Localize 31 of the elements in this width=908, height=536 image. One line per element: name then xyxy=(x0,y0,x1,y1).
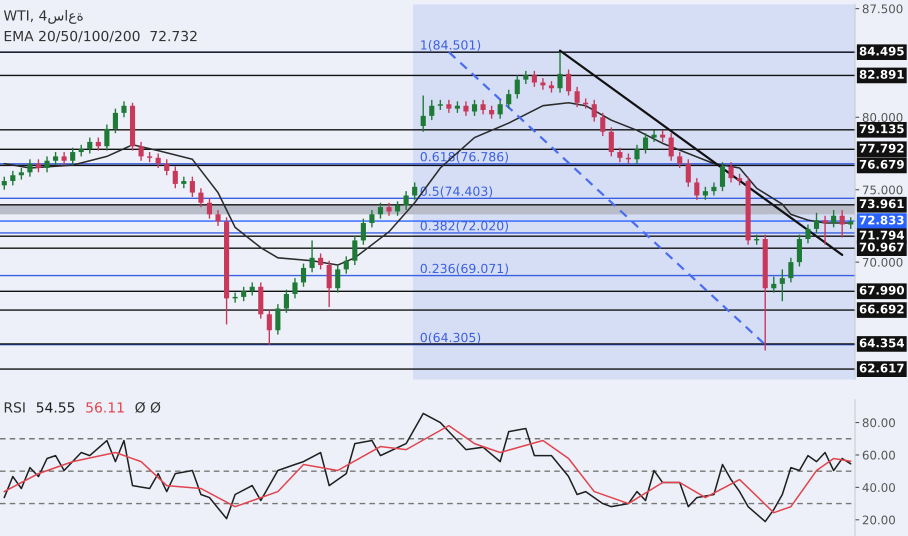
y-tick-label: 80.00 xyxy=(862,418,895,428)
ref-line-label: 70.967 xyxy=(860,242,904,252)
text: 56.11 xyxy=(86,402,124,413)
y-tick-label: 75.000 xyxy=(862,185,902,194)
ref-line-label: 77.792 xyxy=(860,144,904,153)
y-tick-label: 40.00 xyxy=(862,483,895,492)
y-tick-label: 80.000 xyxy=(862,113,902,122)
ref-line-label: 64.354 xyxy=(860,338,904,348)
text: 54.55 xyxy=(36,402,74,413)
chart-title: RSI xyxy=(4,402,25,413)
chart-title: WTI, 4ساعة xyxy=(4,10,83,24)
ref-line-label: 66.692 xyxy=(860,304,904,314)
y-tick-label: 20.00 xyxy=(862,516,895,524)
annotation: 1(84.501) xyxy=(421,40,480,52)
ref-line-label: 82.891 xyxy=(860,70,904,79)
annotation: Ø Ø xyxy=(135,402,160,413)
ref-line-label: 62.617 xyxy=(860,364,904,373)
annotation: 0.236(69.071) xyxy=(420,264,508,275)
y-tick-label: 87.500 xyxy=(862,4,902,14)
text: EMA 20/50/100/200 72.732 xyxy=(4,30,197,42)
annotation: 0.382(72.020) xyxy=(420,220,508,232)
ref-line-label: 71.794 xyxy=(860,230,904,240)
ref-line-label: 72.833 xyxy=(860,216,904,225)
ref-line-label: 84.495 xyxy=(860,46,904,56)
y-tick-label: 70.000 xyxy=(862,258,902,267)
ref-line-label: 76.679 xyxy=(860,160,904,169)
y-tick-label: 60.00 xyxy=(862,450,895,460)
ref-line-label: 79.135 xyxy=(860,124,904,134)
ref-line-label: 67.990 xyxy=(860,286,904,295)
ref-line-label: 73.961 xyxy=(860,199,904,208)
annotation: 0(64.305) xyxy=(420,332,480,344)
